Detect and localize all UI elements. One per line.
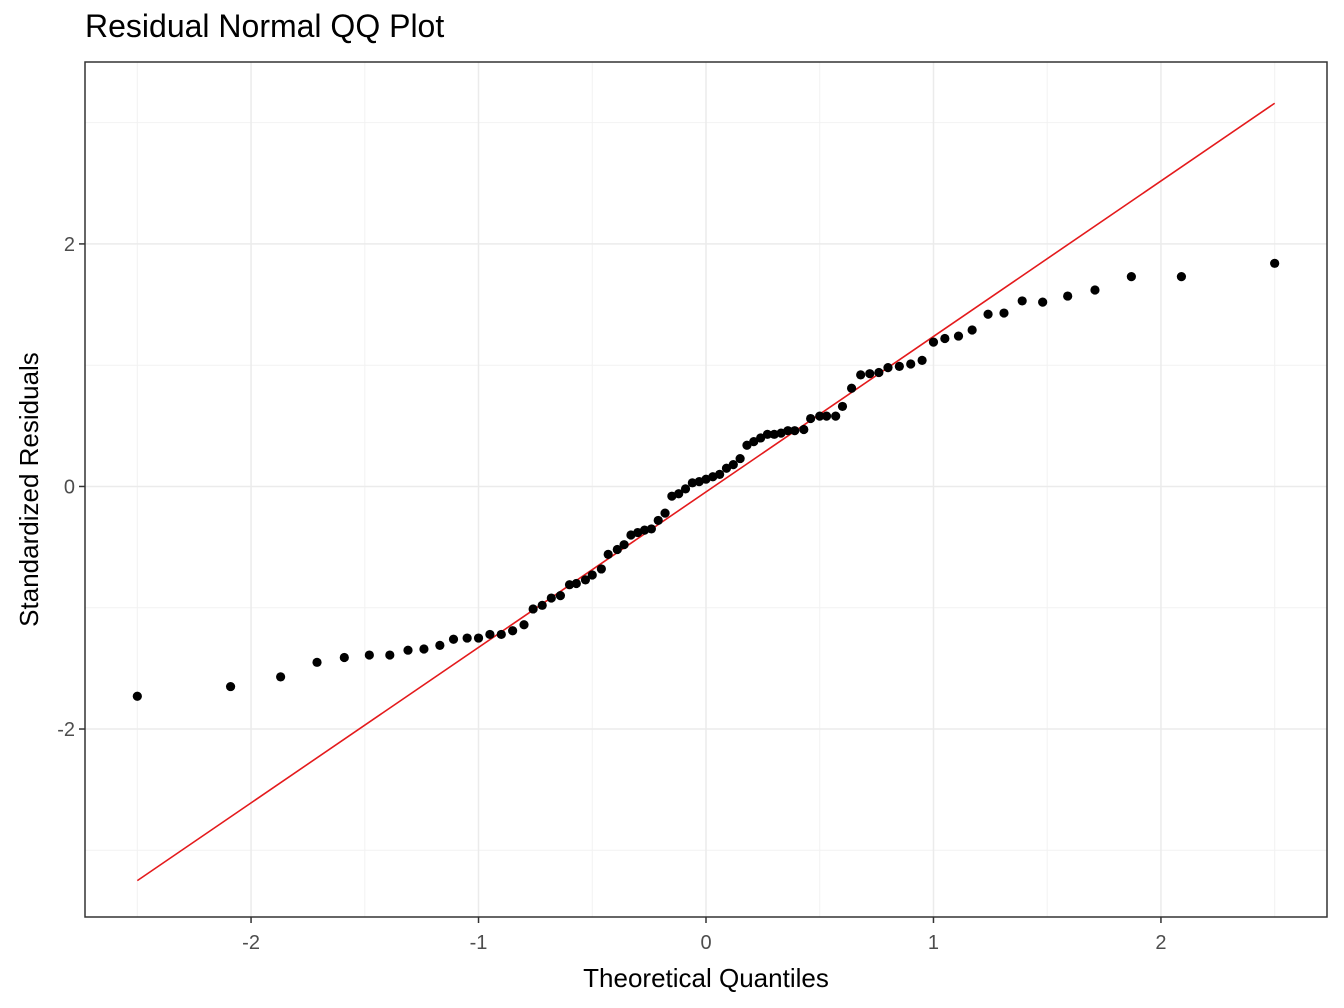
residual-point <box>603 549 613 559</box>
residual-point <box>435 640 445 650</box>
residual-point <box>1090 285 1100 295</box>
residual-point <box>742 440 752 450</box>
major-gridlines <box>85 62 1327 917</box>
residual-point <box>546 593 556 603</box>
residual-point <box>1038 297 1048 307</box>
residual-point <box>508 626 518 636</box>
residual-point <box>1126 272 1136 282</box>
residual-point <box>749 436 759 447</box>
residual-point <box>364 650 374 660</box>
residual-point <box>485 629 495 640</box>
residual-point <box>783 426 793 436</box>
y-tick-label: 0 <box>64 476 75 498</box>
residual-point <box>680 484 691 494</box>
residual-points <box>132 258 1280 701</box>
x-tick-label: -1 <box>470 932 488 954</box>
residual-point <box>660 508 670 518</box>
residual-point <box>385 650 395 660</box>
residual-point <box>755 433 766 443</box>
residual-point <box>906 359 916 369</box>
residual-point <box>815 411 825 421</box>
residual-point <box>721 463 732 473</box>
x-tick-label: -2 <box>242 932 260 954</box>
residual-point <box>653 515 663 526</box>
residual-point <box>276 672 286 682</box>
residual-point <box>403 645 413 655</box>
residual-point <box>715 469 725 479</box>
residual-point <box>967 325 977 335</box>
residual-point <box>528 604 538 614</box>
residual-point <box>1270 258 1280 268</box>
residual-point <box>339 652 349 663</box>
residual-point <box>917 355 927 365</box>
residual-point <box>462 633 472 643</box>
residual-point <box>496 629 506 640</box>
residual-point <box>537 600 547 610</box>
residual-point <box>894 361 904 372</box>
residual-point <box>473 633 484 643</box>
residual-point <box>821 411 832 421</box>
residual-point <box>564 580 575 590</box>
x-tick-label: 2 <box>1155 932 1166 954</box>
x-axis-title: Theoretical Quantiles <box>583 963 829 993</box>
residual-point <box>687 478 697 488</box>
residual-point <box>856 370 866 380</box>
residual-point <box>940 333 950 344</box>
residual-point <box>874 367 884 378</box>
residual-point <box>928 337 939 347</box>
residual-point <box>419 644 429 654</box>
residual-point <box>612 544 622 555</box>
reference-line <box>136 102 1276 882</box>
residual-point <box>883 363 893 373</box>
residual-point <box>983 309 993 319</box>
y-axis-ticks: -2 0 2 <box>57 234 85 741</box>
residual-point <box>1063 291 1073 301</box>
residual-point <box>846 383 857 393</box>
residual-point <box>831 411 841 421</box>
residual-point <box>312 657 322 667</box>
residual-point <box>728 460 738 470</box>
residual-point <box>132 691 142 701</box>
residual-point <box>646 524 657 534</box>
y-tick-label: -2 <box>57 719 75 741</box>
y-tick-label: 2 <box>64 234 75 256</box>
residual-point <box>799 424 809 435</box>
residual-point <box>806 413 816 424</box>
residual-point <box>769 429 779 439</box>
residual-point <box>735 453 745 464</box>
residual-point <box>790 426 800 436</box>
x-tick-label: 1 <box>928 932 939 954</box>
residual-point <box>587 570 597 580</box>
residual-point <box>999 308 1009 318</box>
residual-point <box>448 634 459 644</box>
residual-point <box>519 620 529 630</box>
residual-point <box>762 429 773 439</box>
residual-point <box>674 489 684 499</box>
residual-point <box>555 591 566 601</box>
residual-point <box>1176 272 1187 282</box>
residual-point <box>639 525 650 535</box>
y-axis-title: Standardized Residuals <box>14 352 44 627</box>
residual-point <box>571 578 581 589</box>
residual-point <box>953 331 964 341</box>
residual-point <box>596 564 606 574</box>
residual-point <box>619 540 629 550</box>
residual-point <box>1017 296 1027 306</box>
residual-point <box>837 401 848 412</box>
residual-point <box>865 369 875 379</box>
chart-title: Residual Normal QQ Plot <box>85 8 445 44</box>
residual-point <box>225 681 236 692</box>
x-axis-ticks: -2 -1 0 1 2 <box>242 917 1167 954</box>
x-tick-label: 0 <box>700 932 711 954</box>
residual-point <box>580 575 591 585</box>
